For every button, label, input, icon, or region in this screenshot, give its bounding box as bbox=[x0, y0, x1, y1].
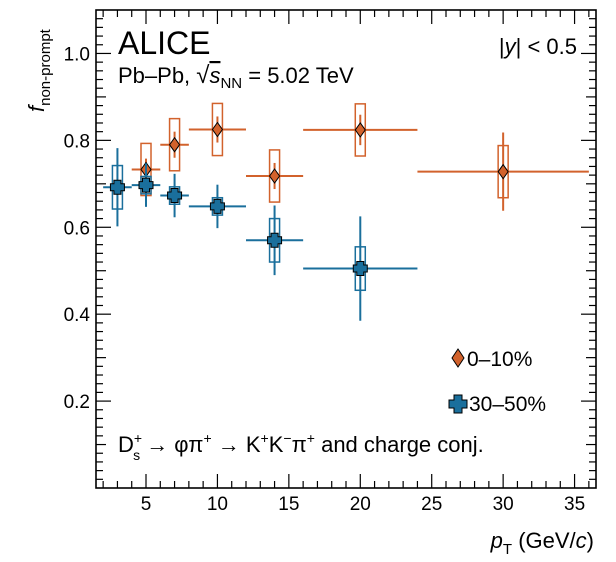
legend-marker-diamond bbox=[451, 348, 465, 368]
data-marker-cross bbox=[138, 177, 154, 193]
data-marker-diamond bbox=[268, 168, 281, 184]
x-axis-label: pT (GeV/c) bbox=[490, 528, 594, 558]
legend-label-30-50: 30–50% bbox=[469, 393, 546, 416]
legend-entry-30-50: 30–50% bbox=[448, 393, 546, 416]
series-30-50 bbox=[103, 148, 418, 321]
data-marker-diamond bbox=[211, 121, 224, 138]
data-marker-diamond bbox=[497, 163, 509, 180]
y-tick-label: 1.0 bbox=[64, 44, 90, 65]
data-marker-diamond bbox=[354, 122, 366, 138]
chart-subtitle: Pb–Pb, √sNN = 5.02 TeV bbox=[118, 62, 354, 92]
x-tick-label: 15 bbox=[278, 494, 299, 515]
x-tick-label: 20 bbox=[350, 494, 371, 515]
x-tick-label: 10 bbox=[207, 494, 228, 515]
legend-marker-cross bbox=[448, 394, 468, 414]
data-marker-diamond bbox=[168, 136, 181, 153]
legend-label-0-10: 0–10% bbox=[467, 348, 532, 371]
x-tick-label: 35 bbox=[564, 494, 585, 515]
x-tick-label: 30 bbox=[493, 494, 514, 515]
y-tick-label: 0.4 bbox=[64, 305, 91, 326]
x-tick-label: 5 bbox=[141, 494, 152, 515]
ticks: 5 10 15 20 25 30 35 0.2 0.4 0.6 0.8 1.0 bbox=[64, 10, 596, 515]
legend: 0–10% 30–50% bbox=[448, 348, 546, 416]
legend-entry-0-10: 0–10% bbox=[451, 348, 532, 371]
y-tick-label: 0.8 bbox=[64, 131, 90, 152]
rapidity-label: |y| < 0.5 bbox=[499, 34, 577, 59]
data-marker-cross bbox=[167, 188, 183, 204]
decay-annotation: D+ s → φπ+ → K+K−π+ and charge conj. bbox=[118, 430, 484, 463]
x-tick-label: 25 bbox=[421, 494, 442, 515]
y-axis-label: fnon-prompt bbox=[24, 28, 54, 112]
data-marker-cross bbox=[109, 179, 125, 195]
data-marker-cross bbox=[209, 198, 225, 214]
data-marker-cross bbox=[352, 261, 368, 277]
chart-title: ALICE bbox=[118, 25, 210, 61]
data-points bbox=[103, 102, 589, 321]
y-tick-label: 0.2 bbox=[64, 392, 90, 413]
data-marker-cross bbox=[267, 232, 283, 248]
series-0-10 bbox=[131, 102, 589, 211]
y-tick-label: 0.6 bbox=[64, 218, 90, 239]
